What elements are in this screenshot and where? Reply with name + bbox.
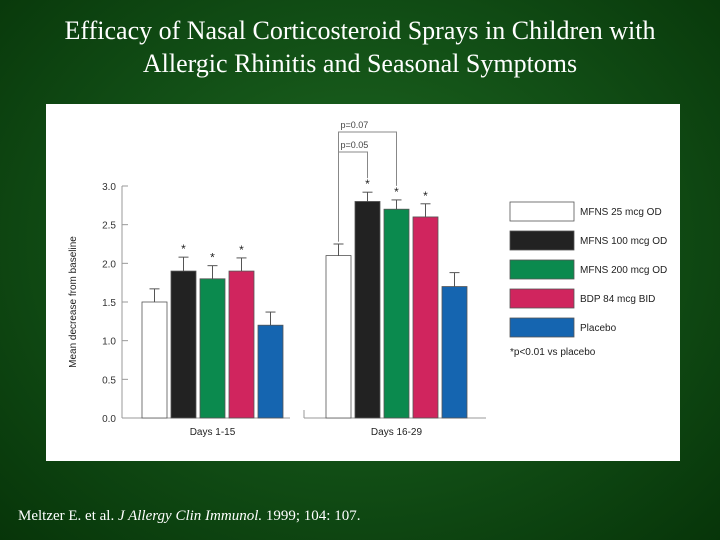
bracket-label: p=0.07 — [341, 120, 369, 130]
legend-swatch — [509, 230, 575, 251]
citation: Meltzer E. et al. J Allergy Clin Immunol… — [18, 508, 360, 525]
slide-title-line-1: Efficacy of Nasal Corticosteroid Sprays … — [64, 16, 656, 45]
citation-authors: Meltzer E. et al. — [18, 508, 115, 524]
y-tick-label: 3.0 — [102, 182, 116, 193]
legend-label: MFNS 25 mcg OD — [580, 207, 662, 218]
y-tick-label: 2.0 — [102, 259, 116, 270]
bar — [199, 278, 226, 419]
bar — [325, 255, 352, 419]
slide-title-line-2: Allergic Rhinitis and Seasonal Symptoms — [142, 49, 578, 78]
bar — [257, 324, 284, 419]
citation-reference: 1999; 104: 107. — [265, 508, 361, 524]
significance-bracket — [338, 151, 368, 242]
bar — [412, 216, 439, 419]
slide-title: Efficacy of Nasal Corticosteroid Sprays … — [0, 14, 720, 80]
significance-marker: * — [210, 251, 215, 265]
y-tick-label: 0.0 — [102, 414, 116, 425]
bar — [141, 301, 168, 419]
legend-label: MFNS 100 mcg OD — [580, 236, 667, 247]
legend-swatch — [509, 201, 575, 222]
x-tick-label: Days 16-29 — [371, 427, 423, 438]
legend-label: BDP 84 mcg BID — [580, 294, 655, 305]
significance-marker: * — [181, 242, 186, 256]
citation-journal: J Allergy Clin Immunol. — [117, 508, 263, 524]
y-tick-label: 1.5 — [102, 298, 116, 309]
significance-marker: * — [239, 243, 244, 257]
bar — [170, 270, 197, 419]
y-tick-label: 1.0 — [102, 337, 116, 348]
bracket-label: p=0.05 — [341, 140, 369, 150]
y-axis-label: Mean decrease from baseline — [68, 236, 79, 368]
significance-marker: * — [423, 189, 428, 203]
y-tick-label: 2.5 — [102, 221, 116, 232]
x-tick-label: Days 1-15 — [190, 427, 236, 438]
significance-marker: * — [394, 185, 399, 199]
bar-chart: 0.0 0.5 1.0 1.5 2.0 2.5 3.0 Mean decrease from … — [68, 120, 667, 438]
significance-marker: * — [365, 177, 370, 191]
legend-label: Placebo — [580, 323, 617, 334]
legend-label: MFNS 200 mcg OD — [580, 265, 667, 276]
chart-footnote: *p<0.01 vs placebo — [510, 347, 596, 358]
bar — [354, 201, 381, 419]
bar — [228, 270, 255, 419]
legend-swatch — [509, 317, 575, 338]
bar — [383, 208, 410, 419]
chart-panel: 0.0 0.5 1.0 1.5 2.0 2.5 3.0 Mean decrease from … — [46, 104, 680, 461]
legend-swatch — [509, 288, 575, 309]
y-tick-label: 0.5 — [102, 375, 116, 386]
bar — [441, 286, 468, 419]
legend-swatch — [509, 259, 575, 280]
